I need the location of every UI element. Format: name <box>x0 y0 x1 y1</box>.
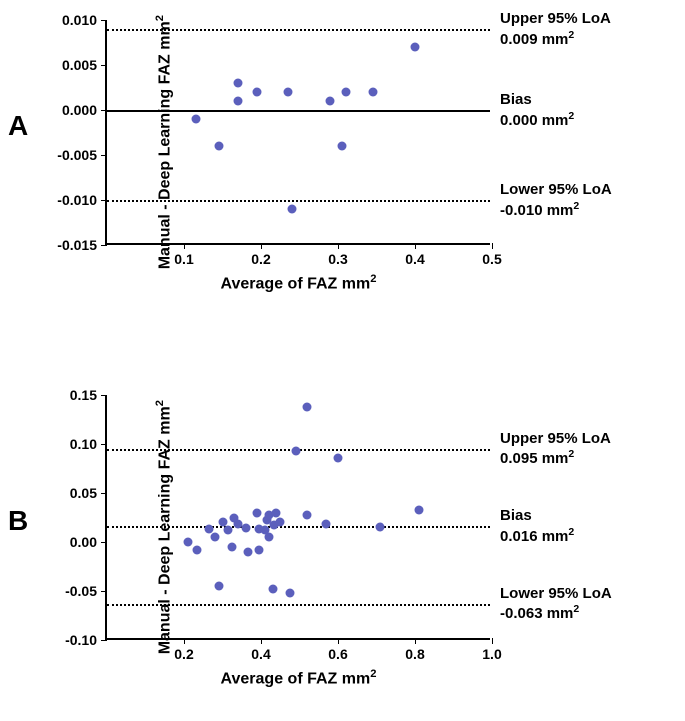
x-tick-label: 0.4 <box>405 251 424 267</box>
reference-annotation: Upper 95% LoA0.095 mm2 <box>500 429 611 469</box>
data-point <box>287 205 296 214</box>
data-point <box>243 547 252 556</box>
x-tick <box>338 243 339 249</box>
y-tick-label: 0.005 <box>62 57 97 73</box>
data-point <box>334 453 343 462</box>
reference-annotation: Upper 95% LoA0.009 mm2 <box>500 9 611 49</box>
y-tick-label: 0.15 <box>70 387 97 403</box>
y-tick-label: 0.000 <box>62 102 97 118</box>
data-point <box>414 505 423 514</box>
data-point <box>233 97 242 106</box>
data-point <box>253 88 262 97</box>
data-point <box>214 142 223 151</box>
data-point <box>291 446 300 455</box>
x-tick <box>261 638 262 644</box>
data-point <box>337 142 346 151</box>
y-tick-label: -0.010 <box>57 192 97 208</box>
y-tick <box>101 591 107 592</box>
y-tick-label: -0.015 <box>57 237 97 253</box>
reference-annotation: Bias0.016 mm2 <box>500 506 574 546</box>
data-point <box>183 538 192 547</box>
y-tick-label: -0.05 <box>65 583 97 599</box>
x-axis-title: Average of FAZ mm2 <box>107 273 490 293</box>
data-point <box>224 526 233 535</box>
data-point <box>303 510 312 519</box>
data-point <box>268 585 277 594</box>
y-tick-label: 0.10 <box>70 436 97 452</box>
x-tick-label: 0.1 <box>174 251 193 267</box>
x-tick <box>492 638 493 644</box>
data-point <box>255 545 264 554</box>
y-tick-label: 0.00 <box>70 534 97 550</box>
y-tick-label: -0.005 <box>57 147 97 163</box>
data-point <box>376 523 385 532</box>
x-tick <box>338 638 339 644</box>
y-tick <box>101 155 107 156</box>
y-axis-title: Manual - Deep Learning FAZ mm2 <box>154 15 174 269</box>
panel-label-b: B <box>8 505 28 537</box>
x-tick <box>492 243 493 249</box>
y-tick <box>101 542 107 543</box>
y-tick <box>101 444 107 445</box>
data-point <box>253 508 262 517</box>
y-axis-title: Manual - Deep Learning FAZ mm2 <box>154 400 174 654</box>
data-point <box>368 88 377 97</box>
data-point <box>303 402 312 411</box>
y-tick <box>101 395 107 396</box>
data-point <box>283 88 292 97</box>
reference-annotation: Lower 95% LoA-0.063 mm2 <box>500 584 612 624</box>
x-tick-label: 1.0 <box>482 646 501 662</box>
data-point <box>191 115 200 124</box>
data-point <box>241 524 250 533</box>
data-point <box>233 79 242 88</box>
y-tick <box>101 200 107 201</box>
y-tick <box>101 493 107 494</box>
y-tick <box>101 20 107 21</box>
y-tick <box>101 65 107 66</box>
x-tick <box>261 243 262 249</box>
plot-area-a: Upper 95% LoA0.009 mm2Bias0.000 mm2Lower… <box>105 20 490 245</box>
data-point <box>193 545 202 554</box>
x-tick-label: 0.2 <box>251 251 270 267</box>
data-point <box>285 588 294 597</box>
x-tick-label: 0.5 <box>482 251 501 267</box>
y-tick-label: 0.010 <box>62 12 97 28</box>
y-tick <box>101 640 107 641</box>
x-tick <box>415 638 416 644</box>
data-point <box>272 508 281 517</box>
data-point <box>411 43 420 52</box>
y-tick <box>101 110 107 111</box>
y-tick <box>101 245 107 246</box>
reference-annotation: Bias0.000 mm2 <box>500 90 574 130</box>
panel-label-a: A <box>8 110 28 142</box>
plot-area-b: Upper 95% LoA0.095 mm2Bias0.016 mm2Lower… <box>105 395 490 640</box>
x-tick <box>184 638 185 644</box>
x-tick-label: 0.6 <box>328 646 347 662</box>
x-tick-label: 0.3 <box>328 251 347 267</box>
data-point <box>341 88 350 97</box>
data-point <box>210 533 219 542</box>
y-tick-label: 0.05 <box>70 485 97 501</box>
x-tick <box>415 243 416 249</box>
x-tick-label: 0.4 <box>251 646 270 662</box>
data-point <box>228 542 237 551</box>
x-tick-label: 0.2 <box>174 646 193 662</box>
data-point <box>326 97 335 106</box>
x-tick <box>184 243 185 249</box>
reference-annotation: Lower 95% LoA-0.010 mm2 <box>500 180 612 220</box>
data-point <box>322 520 331 529</box>
x-axis-title: Average of FAZ mm2 <box>107 668 490 688</box>
data-point <box>264 533 273 542</box>
data-point <box>214 582 223 591</box>
data-point <box>276 518 285 527</box>
x-tick-label: 0.8 <box>405 646 424 662</box>
y-tick-label: -0.10 <box>65 632 97 648</box>
